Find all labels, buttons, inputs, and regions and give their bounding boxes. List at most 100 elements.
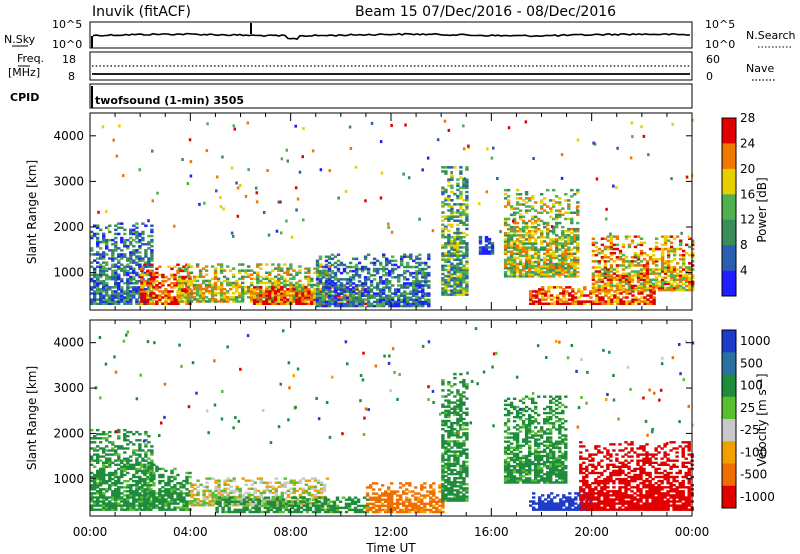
heatmap-cell <box>601 296 605 299</box>
heatmap-cell <box>447 258 451 261</box>
heatmap-cell <box>541 294 545 297</box>
heatmap-cell <box>336 259 341 263</box>
heatmap-cell <box>108 275 112 279</box>
heatmap-cell <box>450 240 454 243</box>
heatmap-cell <box>630 270 635 273</box>
heatmap-cell <box>441 235 445 239</box>
heatmap-cell <box>518 271 523 274</box>
heatmap-cell <box>117 428 121 432</box>
heatmap-cell <box>122 174 125 178</box>
heatmap-cell <box>459 235 463 239</box>
heatmap-cell <box>421 271 425 275</box>
heatmap-cell <box>265 483 269 486</box>
heatmap-cell <box>385 274 389 277</box>
heatmap-cell <box>546 258 550 262</box>
heatmap-cell <box>546 252 550 255</box>
heatmap-cell <box>141 238 145 242</box>
heatmap-cell <box>224 504 228 508</box>
heatmap-cell <box>289 290 293 293</box>
heatmap-cell <box>90 292 94 295</box>
heatmap-cell <box>141 457 145 460</box>
heatmap-cell <box>672 258 677 261</box>
heatmap-cell <box>189 160 193 164</box>
heatmap-cell <box>424 274 428 277</box>
heatmap-cell <box>564 258 568 262</box>
heatmap-cell <box>321 300 326 304</box>
heatmap-cell <box>606 272 611 275</box>
heatmap-cell <box>114 504 118 507</box>
heatmap-cell <box>271 277 275 281</box>
heatmap-cell <box>447 223 451 227</box>
heatmap-cell <box>547 288 551 291</box>
heatmap-cell <box>102 261 106 264</box>
heatmap-cell <box>412 265 416 269</box>
heatmap-cell <box>283 285 287 289</box>
heatmap-cell <box>313 479 318 482</box>
heatmap-cell <box>459 242 463 245</box>
heatmap-cell <box>315 296 320 299</box>
heatmap-cell <box>158 500 162 503</box>
heatmap-cell <box>406 298 410 302</box>
heatmap-cell <box>565 298 569 301</box>
heatmap-cell <box>549 240 553 243</box>
heatmap-cell <box>512 246 517 249</box>
heatmap-cell <box>621 280 626 284</box>
heatmap-cell <box>465 180 469 183</box>
heatmap-cell <box>207 281 212 285</box>
heatmap-cell <box>421 286 425 289</box>
heatmap-cell <box>521 254 526 258</box>
heatmap-cell <box>180 292 185 295</box>
heatmap-cell <box>462 289 466 292</box>
heatmap-cell <box>120 296 124 299</box>
heatmap-cell <box>126 292 130 295</box>
heatmap-cell <box>186 287 191 291</box>
heatmap-cell <box>379 292 383 295</box>
heatmap-cell <box>224 498 228 501</box>
heatmap-cell <box>672 251 677 255</box>
heatmap-cell <box>241 300 245 303</box>
heatmap-cell <box>123 296 127 299</box>
heatmap-cell <box>651 284 656 288</box>
heatmap-cell <box>515 193 520 196</box>
heatmap-cell <box>407 176 411 180</box>
heatmap-cell <box>147 435 151 438</box>
heatmap-cell <box>515 266 520 270</box>
heatmap-cell <box>558 209 562 212</box>
heatmap-cell <box>600 249 605 253</box>
heatmap-cell <box>459 246 463 249</box>
heatmap-cell <box>140 504 144 507</box>
heatmap-cell <box>195 289 200 293</box>
heatmap-cell <box>238 294 242 297</box>
heatmap-cell <box>465 219 469 222</box>
heatmap-cell <box>167 284 171 287</box>
heatmap-cell <box>567 227 571 231</box>
heatmap-cell <box>573 238 577 241</box>
heatmap-cell <box>509 213 514 217</box>
heatmap-cell <box>298 292 302 295</box>
heatmap-cell <box>144 251 148 254</box>
heatmap-cell <box>182 275 186 279</box>
heatmap-cell <box>129 282 133 285</box>
heatmap-cell <box>652 290 656 293</box>
heatmap-cell <box>147 277 151 281</box>
heatmap-cell <box>660 282 665 286</box>
heatmap-cell <box>538 302 542 305</box>
heatmap-cell <box>241 298 245 301</box>
heatmap-cell <box>403 284 407 287</box>
heatmap-cell <box>546 227 550 231</box>
heatmap-cell <box>126 257 130 260</box>
heatmap-cell <box>415 274 419 277</box>
heatmap-cell <box>333 278 338 281</box>
heatmap-cell <box>274 493 278 497</box>
heatmap-cell <box>183 281 188 285</box>
heatmap-cell <box>450 184 454 188</box>
heatmap-cell <box>441 186 445 190</box>
heatmap-cell <box>503 266 508 270</box>
heatmap-cell <box>633 245 638 249</box>
heatmap-cell <box>108 286 112 289</box>
heatmap-cell <box>295 287 299 291</box>
heatmap-cell <box>441 190 445 194</box>
heatmap-cell <box>447 240 451 243</box>
heatmap-cell <box>567 238 571 241</box>
heatmap-cell <box>126 459 130 462</box>
